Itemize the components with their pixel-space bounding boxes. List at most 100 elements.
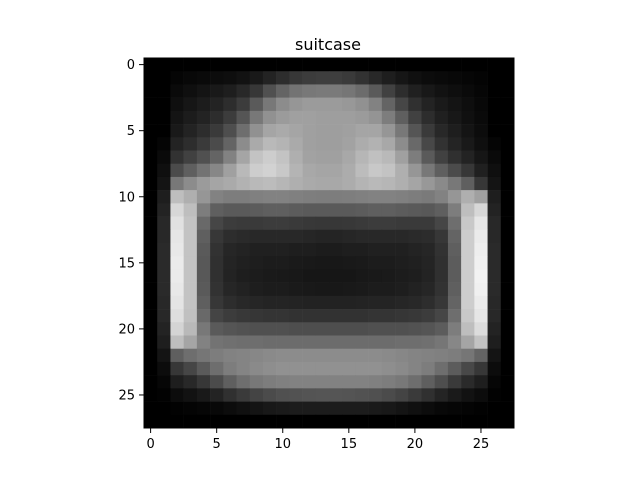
heatmap-cell xyxy=(408,243,422,257)
heatmap-cell xyxy=(223,163,237,178)
heatmap-cell xyxy=(196,110,211,125)
heatmap-cell xyxy=(170,295,184,310)
heatmap-cell xyxy=(447,295,462,310)
heatmap-cell xyxy=(302,256,317,270)
heatmap-cell xyxy=(157,124,171,138)
heatmap-cell xyxy=(355,216,369,231)
heatmap-cell xyxy=(170,414,184,429)
heatmap-cell xyxy=(461,375,475,389)
heatmap-cell xyxy=(329,322,343,336)
heatmap-cell xyxy=(487,84,502,98)
heatmap-cell xyxy=(289,97,303,112)
heatmap-cell xyxy=(276,335,290,350)
heatmap-cell xyxy=(329,295,343,310)
heatmap-cell xyxy=(144,335,158,350)
heatmap-cell xyxy=(408,176,422,191)
heatmap-cell xyxy=(368,97,383,112)
heatmap-cell xyxy=(276,322,290,336)
heatmap-cell xyxy=(183,335,198,350)
heatmap-cell xyxy=(315,216,330,231)
heatmap-cell xyxy=(447,256,462,270)
heatmap-cell xyxy=(223,229,237,244)
heatmap-cell xyxy=(170,229,184,244)
heatmap-cell xyxy=(170,375,184,389)
heatmap-cell xyxy=(342,375,356,389)
heatmap-cell xyxy=(262,71,277,85)
heatmap-cell xyxy=(355,309,369,323)
heatmap-cell xyxy=(474,243,488,257)
heatmap-cell xyxy=(262,295,277,310)
heatmap-cell xyxy=(315,414,330,429)
heatmap-cell xyxy=(262,348,277,363)
heatmap-cell xyxy=(342,71,356,85)
heatmap-cell xyxy=(342,110,356,125)
heatmap-cell xyxy=(262,229,277,244)
heatmap-cell xyxy=(381,97,396,112)
heatmap-cell xyxy=(500,322,515,336)
heatmap-cell xyxy=(342,414,356,429)
heatmap-cell xyxy=(368,150,383,165)
heatmap-cell xyxy=(302,216,317,231)
heatmap-cell xyxy=(302,71,317,85)
heatmap-cell xyxy=(355,203,369,217)
heatmap-cell xyxy=(223,243,237,257)
heatmap-cell xyxy=(434,282,449,297)
heatmap-cell xyxy=(408,229,422,244)
heatmap-cell xyxy=(461,269,475,283)
heatmap-cell xyxy=(236,335,251,350)
heatmap-cell xyxy=(434,401,449,416)
heatmap-cell xyxy=(196,269,211,283)
heatmap-cell xyxy=(289,243,303,257)
heatmap-cell xyxy=(262,414,277,429)
heatmap-cell xyxy=(342,401,356,416)
heatmap-cell xyxy=(329,269,343,283)
heatmap-cell xyxy=(434,295,449,310)
heatmap-cell xyxy=(210,295,224,310)
heatmap-cell xyxy=(262,309,277,323)
heatmap-cell xyxy=(474,269,488,283)
heatmap-cell xyxy=(315,269,330,283)
heatmap-cell xyxy=(421,58,436,72)
heatmap-cell xyxy=(355,71,369,85)
heatmap-cell xyxy=(249,322,264,336)
heatmap-cell xyxy=(474,361,488,376)
heatmap-cell xyxy=(381,71,396,85)
heatmap-cell xyxy=(289,335,303,350)
heatmap-cell xyxy=(315,229,330,244)
heatmap-cell xyxy=(196,229,211,244)
heatmap-cell xyxy=(183,375,198,389)
heatmap-cell xyxy=(474,401,488,416)
heatmap-cell xyxy=(223,203,237,217)
heatmap-cell xyxy=(157,203,171,217)
heatmap-cell xyxy=(434,203,449,217)
heatmap-cell xyxy=(342,124,356,138)
heatmap-cell xyxy=(262,282,277,297)
heatmap-cell xyxy=(210,335,224,350)
heatmap-cell xyxy=(500,335,515,350)
heatmap-cell xyxy=(249,150,264,165)
heatmap-cell xyxy=(500,84,515,98)
heatmap-cell xyxy=(329,361,343,376)
heatmap-cell xyxy=(223,309,237,323)
heatmap-cell xyxy=(395,176,409,191)
heatmap-cell xyxy=(196,176,211,191)
heatmap-cell xyxy=(487,176,502,191)
heatmap-cell xyxy=(289,203,303,217)
heatmap-cell xyxy=(276,269,290,283)
heatmap-cell xyxy=(144,203,158,217)
heatmap-cell xyxy=(223,256,237,270)
heatmap-cell xyxy=(262,58,277,72)
heatmap-cell xyxy=(196,71,211,85)
heatmap-cell xyxy=(487,190,502,204)
heatmap-cell xyxy=(342,295,356,310)
heatmap-cell xyxy=(196,401,211,416)
heatmap-cell xyxy=(421,388,436,402)
heatmap-cell xyxy=(276,361,290,376)
heatmap-cell xyxy=(395,348,409,363)
heatmap-cell xyxy=(262,176,277,191)
heatmap-cell xyxy=(381,176,396,191)
heatmap-cell xyxy=(342,229,356,244)
heatmap-cell xyxy=(421,137,436,151)
heatmap-cell xyxy=(381,190,396,204)
heatmap-cell xyxy=(183,401,198,416)
